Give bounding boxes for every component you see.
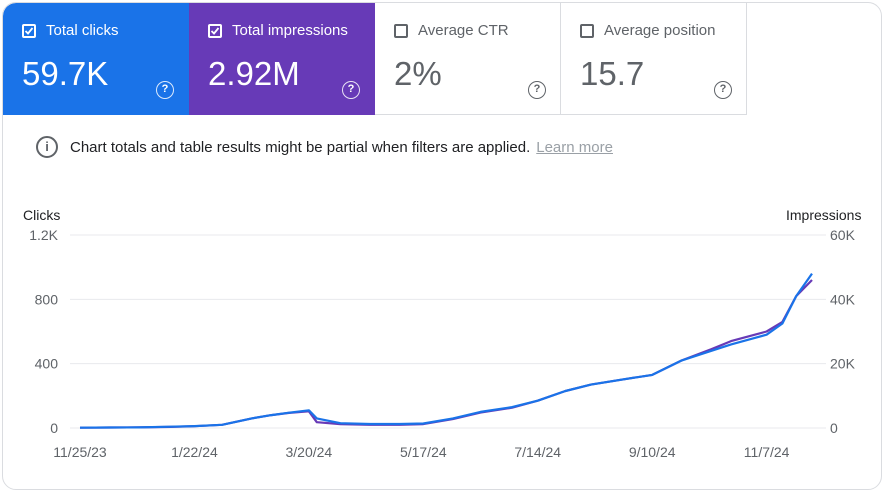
learn-more-link[interactable]: Learn more: [536, 138, 613, 156]
x-axis-tick-label: 7/14/24: [514, 444, 561, 460]
total-impressions-label: Total impressions: [232, 22, 348, 39]
average-position-value: 15.7: [580, 55, 645, 92]
average-position-label: Average position: [604, 22, 716, 39]
total-clicks-value: 59.7K: [22, 55, 109, 92]
x-axis-tick-label: 1/22/24: [171, 444, 218, 460]
x-axis-tick-label: 3/20/24: [286, 444, 333, 460]
checkbox-checked-icon[interactable]: [22, 24, 36, 38]
average-position-card[interactable]: Average position 15.7 ?: [561, 3, 747, 115]
x-axis-tick-label: 9/10/24: [629, 444, 676, 460]
help-icon[interactable]: ?: [528, 81, 546, 99]
right-axis-tick-label: 20K: [830, 356, 856, 372]
right-axis-title: Impressions: [786, 207, 862, 223]
help-icon[interactable]: ?: [714, 81, 732, 99]
right-axis-tick-label: 60K: [830, 227, 856, 243]
left-axis-title: Clicks: [23, 207, 61, 223]
left-axis-tick-label: 1.2K: [29, 227, 58, 243]
right-axis-tick-label: 0: [830, 420, 838, 436]
left-axis-tick-label: 0: [50, 420, 58, 436]
notice-text: Chart totals and table results might be …: [70, 138, 531, 156]
average-ctr-value: 2%: [394, 55, 442, 92]
average-ctr-label: Average CTR: [418, 22, 509, 39]
help-icon[interactable]: ?: [342, 81, 360, 99]
x-axis-tick-label: 11/7/24: [744, 444, 790, 460]
clicks-series-line: [79, 272, 813, 429]
checkbox-unchecked-icon[interactable]: [394, 24, 408, 38]
checkbox-checked-icon[interactable]: [208, 24, 222, 38]
right-axis-tick-label: 40K: [830, 291, 856, 307]
partial-data-notice: i Chart totals and table results might b…: [36, 135, 613, 159]
help-icon[interactable]: ?: [156, 81, 174, 99]
left-axis-tick-label: 800: [35, 291, 59, 307]
checkbox-unchecked-icon[interactable]: [580, 24, 594, 38]
left-axis-tick-label: 400: [35, 356, 59, 372]
total-impressions-value: 2.92M: [208, 55, 300, 92]
total-impressions-card[interactable]: Total impressions 2.92M ?: [189, 3, 375, 115]
total-clicks-label: Total clicks: [46, 22, 119, 39]
x-axis-tick-label: 11/25/23: [53, 444, 107, 460]
x-axis-tick-label: 5/17/24: [400, 444, 447, 460]
info-icon: i: [36, 136, 58, 158]
average-ctr-card[interactable]: Average CTR 2% ?: [375, 3, 561, 115]
metric-cards: Total clicks 59.7K ? Total impressions 2…: [3, 3, 747, 115]
total-clicks-card[interactable]: Total clicks 59.7K ?: [3, 3, 189, 115]
